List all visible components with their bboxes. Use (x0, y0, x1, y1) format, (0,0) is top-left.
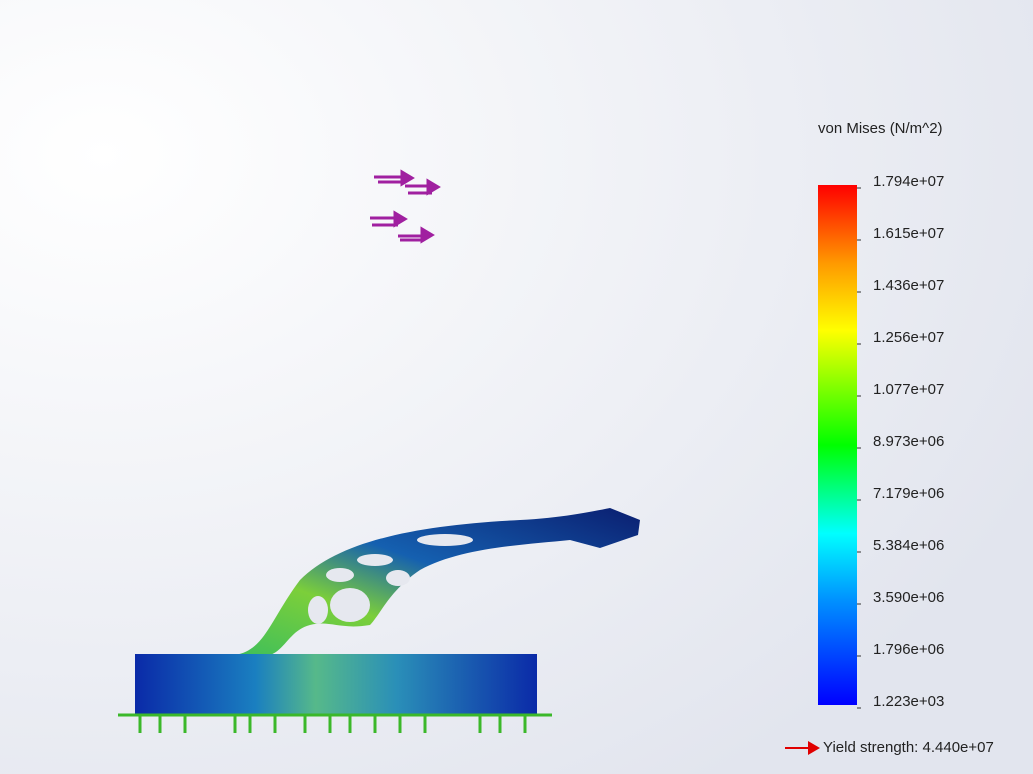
legend-label: 1.256e+07 (873, 329, 944, 346)
legend-title: von Mises (N/m^2) (818, 120, 943, 137)
legend-label: 1.436e+07 (873, 277, 944, 294)
legend-label: 1.796e+06 (873, 641, 944, 658)
legend-label: 7.179e+06 (873, 485, 944, 502)
legend-label: 1.223e+03 (873, 693, 944, 710)
simulation-view: von Mises (N/m^2) 1.794e+07 1.615e+07 1.43… (0, 0, 1033, 774)
hole (386, 570, 410, 586)
legend-label: 1.794e+07 (873, 173, 944, 190)
color-bar (818, 185, 857, 705)
legend-label: 8.973e+06 (873, 433, 944, 450)
hole (330, 588, 370, 622)
hole (326, 568, 354, 582)
legend-label: 1.077e+07 (873, 381, 944, 398)
legend-label: 1.615e+07 (873, 225, 944, 242)
hole (417, 534, 473, 546)
base-block (135, 654, 537, 715)
hole (357, 554, 393, 566)
yield-strength: Yield strength: 4.440e+07 (823, 739, 994, 756)
legend-label: 5.384e+06 (873, 537, 944, 554)
legend-label: 3.590e+06 (873, 589, 944, 606)
hole (308, 596, 328, 624)
